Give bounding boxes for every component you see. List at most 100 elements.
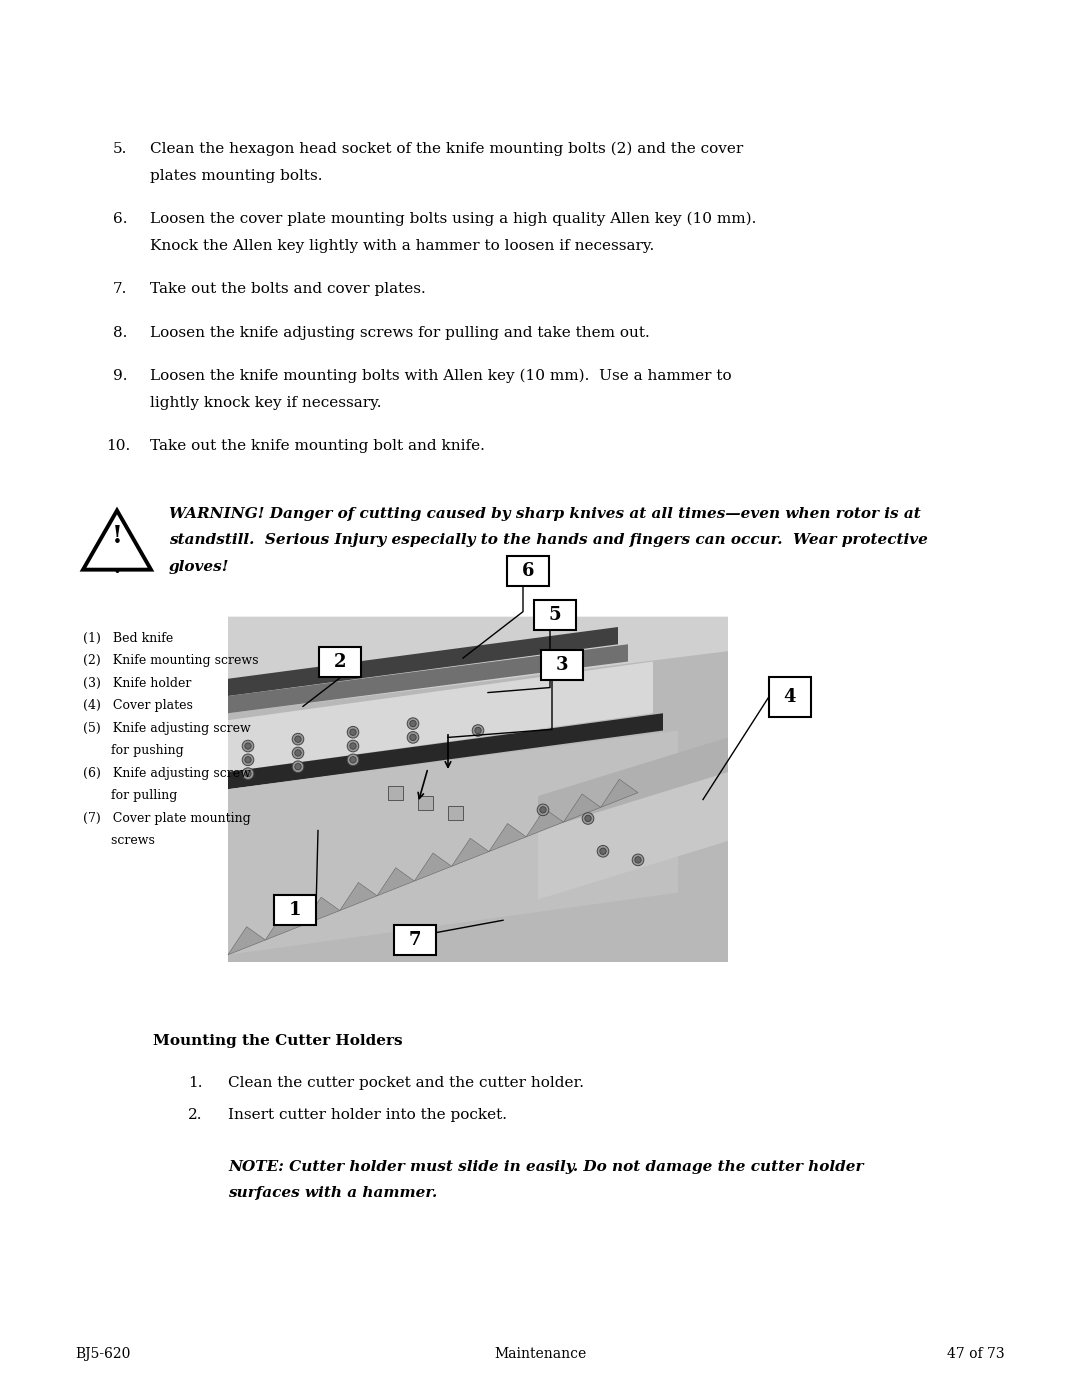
Circle shape [635,856,642,863]
Text: WARNING! Danger of cutting caused by sharp knives at all times—even when rotor i: WARNING! Danger of cutting caused by sha… [168,507,921,521]
Circle shape [537,805,549,816]
Text: 6.: 6. [113,212,127,226]
Text: standstill.  Serious Injury especially to the hands and fingers can occur.  Wear: standstill. Serious Injury especially to… [168,534,928,548]
Bar [769,676,811,717]
Text: 5: 5 [549,606,562,623]
Polygon shape [538,738,728,831]
Text: surfaces with a hammer.: surfaces with a hammer. [228,1186,437,1200]
Circle shape [295,750,301,756]
Polygon shape [302,897,340,925]
Text: 3: 3 [556,655,568,673]
Circle shape [584,816,591,821]
Polygon shape [266,912,302,940]
Text: lightly knock key if necessary.: lightly knock key if necessary. [150,395,381,409]
Text: 2.: 2. [188,1108,203,1122]
Text: 7.: 7. [113,282,127,296]
Text: 47 of 73: 47 of 73 [947,1347,1005,1361]
Text: 4: 4 [784,687,796,705]
Text: Take out the knife mounting bolt and knife.: Take out the knife mounting bolt and kni… [150,439,485,453]
Polygon shape [489,823,526,852]
Polygon shape [228,714,663,789]
Text: 6: 6 [522,562,535,580]
Polygon shape [340,883,377,911]
Bar [448,806,463,820]
Polygon shape [228,644,627,714]
Text: Mounting the Cutter Holders: Mounting the Cutter Holders [153,1034,403,1048]
Polygon shape [377,868,415,895]
Text: for pulling: for pulling [83,789,177,802]
Text: (1)   Bed knife: (1) Bed knife [83,631,173,644]
Text: for pushing: for pushing [83,745,184,757]
Circle shape [597,845,609,858]
Circle shape [242,740,254,752]
Polygon shape [451,838,489,866]
Polygon shape [526,809,564,837]
Text: Take out the bolts and cover plates.: Take out the bolts and cover plates. [150,282,426,296]
Circle shape [293,733,303,745]
Text: (3)   Knife holder: (3) Knife holder [83,676,191,690]
Text: (4)   Cover plates: (4) Cover plates [83,698,193,712]
Text: 7: 7 [408,930,421,949]
Bar [541,650,583,680]
Text: 5.: 5. [113,142,127,156]
Text: plates mounting bolts.: plates mounting bolts. [150,169,323,183]
Bar [319,647,361,676]
Text: (6)   Knife adjusting screw: (6) Knife adjusting screw [83,767,251,780]
Bar [418,796,433,810]
Text: 9.: 9. [113,369,127,383]
Polygon shape [228,731,678,954]
Text: 1.: 1. [188,1076,203,1090]
Circle shape [350,757,356,763]
Circle shape [245,743,252,749]
Circle shape [295,736,301,742]
Text: 10.: 10. [106,439,131,453]
Circle shape [407,732,419,743]
Text: BJ5-620: BJ5-620 [75,1347,131,1361]
Text: (7)   Cover plate mounting: (7) Cover plate mounting [83,812,251,824]
Text: gloves!: gloves! [168,560,229,574]
Text: 8.: 8. [113,326,127,339]
Text: Loosen the knife adjusting screws for pulling and take them out.: Loosen the knife adjusting screws for pu… [150,326,650,339]
Text: !: ! [111,524,122,548]
Circle shape [242,754,254,766]
Polygon shape [228,926,266,954]
Text: (5)   Knife adjusting screw: (5) Knife adjusting screw [83,722,251,735]
Text: Clean the hexagon head socket of the knife mounting bolts (2) and the cover: Clean the hexagon head socket of the kni… [150,142,743,156]
Circle shape [350,729,356,735]
Polygon shape [415,854,451,882]
Bar [507,556,549,585]
Bar [274,894,316,925]
Circle shape [242,768,254,780]
Circle shape [293,761,303,773]
Circle shape [347,754,359,766]
Text: Knock the Allen key lightly with a hammer to loosen if necessary.: Knock the Allen key lightly with a hamme… [150,239,654,253]
Text: Insert cutter holder into the pocket.: Insert cutter holder into the pocket. [228,1108,507,1122]
Circle shape [245,770,252,777]
Circle shape [475,728,482,733]
Circle shape [582,813,594,824]
Text: (2)   Knife mounting screws: (2) Knife mounting screws [83,654,258,668]
Text: Loosen the cover plate mounting bolts using a high quality Allen key (10 mm).: Loosen the cover plate mounting bolts us… [150,212,756,226]
Bar [394,925,436,954]
Text: Loosen the knife mounting bolts with Allen key (10 mm).  Use a hammer to: Loosen the knife mounting bolts with All… [150,369,731,383]
Text: Clean the cutter pocket and the cutter holder.: Clean the cutter pocket and the cutter h… [228,1076,584,1090]
Circle shape [295,764,301,770]
Circle shape [350,743,356,749]
Circle shape [472,725,484,736]
Circle shape [599,848,606,855]
Circle shape [409,721,416,726]
Circle shape [347,726,359,738]
Bar [534,599,576,630]
Polygon shape [600,780,638,807]
Text: 2: 2 [334,652,347,671]
Polygon shape [564,793,600,821]
Polygon shape [538,773,728,900]
Polygon shape [228,627,618,696]
Circle shape [409,735,416,740]
Circle shape [245,757,252,763]
Polygon shape [228,616,728,714]
Circle shape [540,806,546,813]
Text: NOTE: Cutter holder must slide in easily. Do not damage the cutter holder: NOTE: Cutter holder must slide in easily… [228,1160,864,1173]
Circle shape [293,747,303,759]
Circle shape [347,740,359,752]
